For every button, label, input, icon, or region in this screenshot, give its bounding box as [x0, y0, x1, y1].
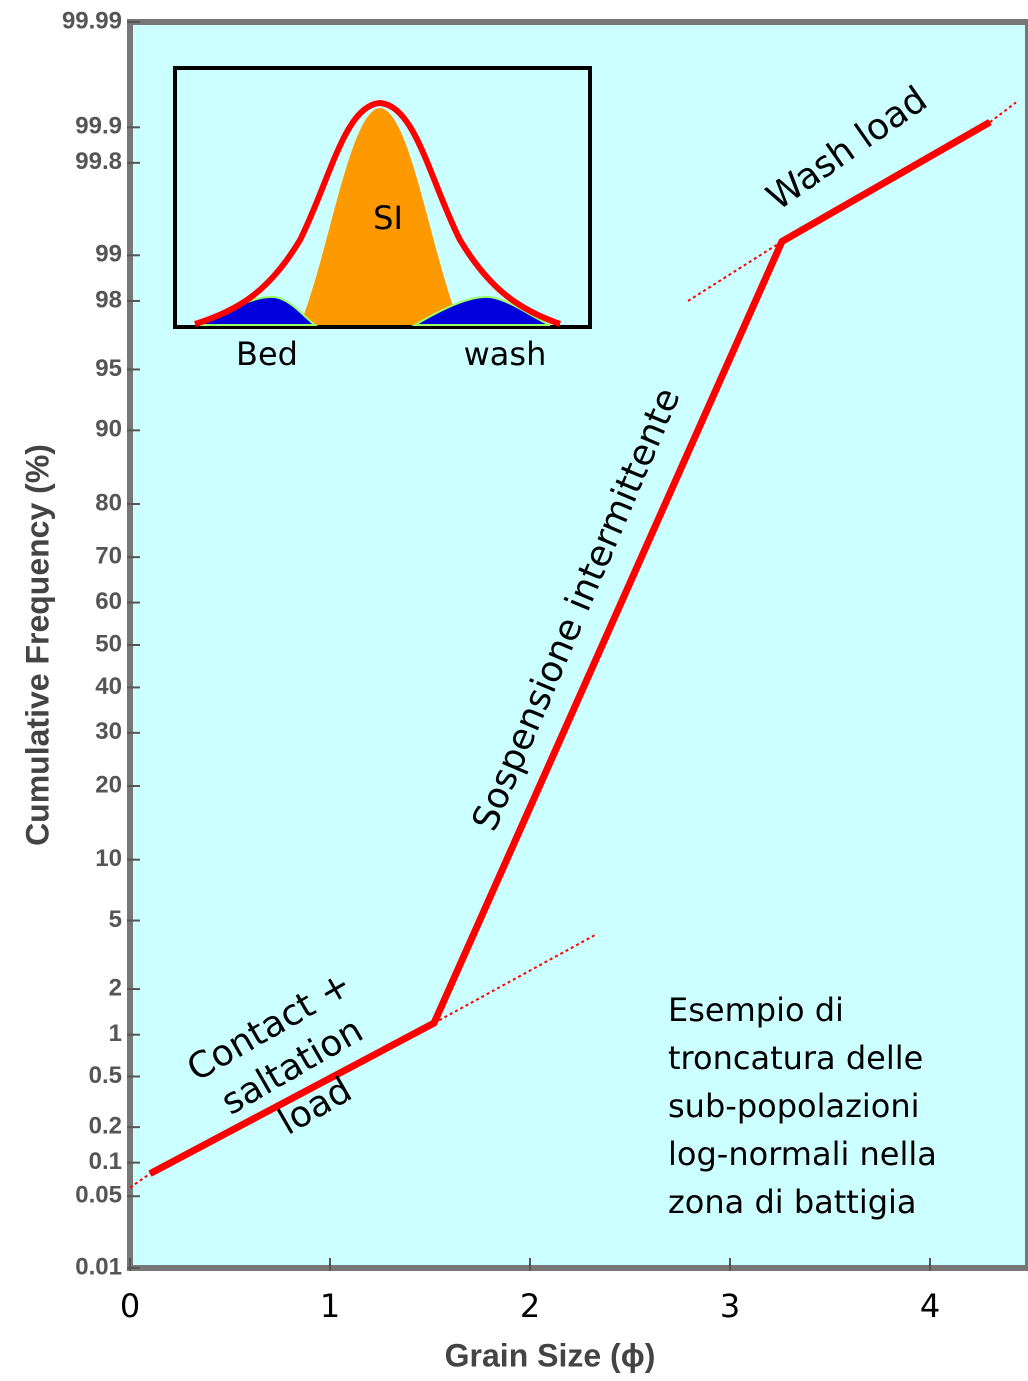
inset-si-area: [300, 108, 460, 325]
y-tick-label: 0.01: [75, 1253, 122, 1280]
data-line: [148, 119, 992, 1177]
y-tick-label: 99.8: [75, 148, 122, 175]
y-tick-label: 1: [109, 1020, 122, 1047]
y-tick-label: 90: [95, 416, 122, 443]
annotation-text: sub-popolazioni: [668, 1087, 920, 1125]
extension-line: [433, 933, 597, 1024]
y-tick-label: 99.99: [62, 7, 122, 34]
y-tick-label: 0.1: [89, 1148, 122, 1175]
annotation-text: Esempio di: [668, 991, 844, 1029]
annotation: Esempio di troncatura delle sub-popolazion…: [668, 991, 937, 1221]
inset-label: SI: [373, 199, 403, 237]
y-tick-label: 0.05: [75, 1182, 122, 1209]
annotation-text: zona di battigia: [668, 1183, 917, 1221]
x-axis-title: Grain Size (ϕ): [445, 1337, 656, 1373]
x-tick-label: 2: [520, 1287, 540, 1325]
y-tick-label: 70: [95, 542, 122, 569]
x-tick-label: 4: [920, 1287, 940, 1325]
annotation-text: troncatura delle: [668, 1039, 923, 1077]
x-tick-label: 0: [120, 1287, 140, 1325]
y-tick-label: 20: [95, 771, 122, 798]
inset: SI Bed wash: [173, 66, 592, 373]
x-tick-label: 3: [720, 1287, 740, 1325]
inset-label: wash: [464, 335, 547, 373]
inset-envelope: [194, 99, 561, 327]
extension-line: [687, 240, 783, 302]
y-tick-label: 95: [95, 355, 122, 382]
y-tick-label: 99.9: [75, 113, 122, 140]
y-tick-label: 50: [95, 630, 122, 657]
y-tick-label: 10: [95, 845, 122, 872]
annotation-text: log-normali nella: [668, 1135, 937, 1173]
y-tick-label: 30: [95, 718, 122, 745]
y-tick-label: 5: [109, 906, 122, 933]
x-tick-label: 1: [320, 1287, 340, 1325]
y-axis-title: Cumulative Frequency (%): [19, 444, 55, 846]
y-tick-label: 0.5: [89, 1062, 122, 1089]
y-tick-label: 40: [95, 673, 122, 700]
extension-line: [129, 1172, 151, 1189]
y-tick-label: 2: [109, 974, 122, 1001]
inset-wash-area: [411, 295, 551, 326]
y-tick-label: 98: [95, 286, 122, 313]
inset-label: Bed: [236, 335, 298, 373]
y-tick-label: 80: [95, 489, 122, 516]
y-tick-label: 60: [95, 588, 122, 615]
y-tick-label: 0.2: [89, 1112, 122, 1139]
y-tick-label: 99: [95, 241, 122, 268]
